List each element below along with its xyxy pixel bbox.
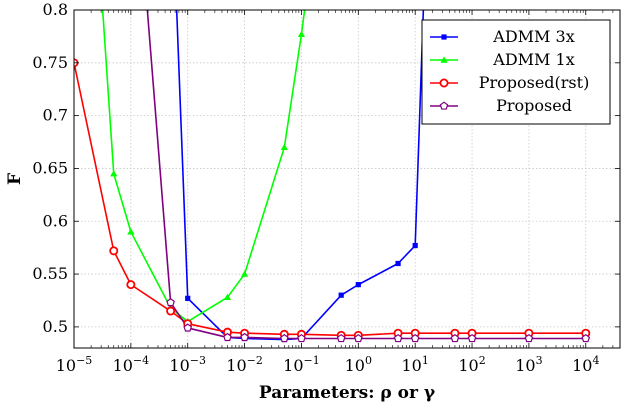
pentagon-marker xyxy=(393,333,403,343)
legend: ADMM 3x ADMM 1x Proposed(rst) Proposed xyxy=(421,19,611,125)
pentagon-marker xyxy=(353,333,363,343)
triangle-marker xyxy=(110,170,118,177)
y-tick-label: 0.6 xyxy=(43,211,68,230)
y-tick-label: 0.7 xyxy=(43,106,68,125)
legend-label: ADMM 3x xyxy=(492,27,574,46)
triangle-marker xyxy=(440,56,448,63)
pentagon-marker xyxy=(524,333,534,343)
triangle-marker xyxy=(240,270,249,277)
pentagon-marker xyxy=(240,332,249,342)
pentagon-marker xyxy=(166,298,175,307)
pentagon-marker xyxy=(450,333,460,343)
legend-label: ADMM 1x xyxy=(492,50,574,69)
legend-label: Proposed(rst) xyxy=(479,73,590,92)
y-tick-label: 0.55 xyxy=(32,264,68,283)
pentagon-marker xyxy=(410,333,420,343)
square-marker xyxy=(355,282,361,288)
pentagon-marker xyxy=(581,333,591,343)
pentagon-marker xyxy=(439,101,449,110)
y-tick-labels: 0.5 0.55 0.6 0.65 0.7 0.75 0.8 xyxy=(32,0,68,336)
ticks xyxy=(73,9,621,348)
x-axis-title: Parameters: ρ or γ xyxy=(259,383,436,403)
x-tick-label: 10−1 xyxy=(283,354,320,375)
pentagon-marker xyxy=(280,333,289,343)
square-marker xyxy=(441,34,447,40)
circle-marker xyxy=(109,246,119,256)
x-tick-label: 102 xyxy=(458,354,485,375)
pentagon-marker xyxy=(467,333,477,343)
x-tick-label: 10−2 xyxy=(226,354,263,375)
triangle-marker xyxy=(280,143,288,151)
x-tick-label: 100 xyxy=(345,354,372,375)
y-tick-label: 0.65 xyxy=(32,158,68,177)
series-line xyxy=(101,10,306,323)
x-tick-label: 104 xyxy=(572,354,599,375)
x-tick-label: 10−3 xyxy=(169,354,206,375)
triangle-marker xyxy=(127,228,135,235)
square-marker xyxy=(395,260,401,267)
pentagon-marker xyxy=(223,332,232,342)
pentagon-marker xyxy=(336,333,346,343)
pentagon-marker xyxy=(183,323,193,332)
x-tick-label: 103 xyxy=(515,354,542,375)
x-tick-label: 101 xyxy=(401,354,428,375)
triangle-marker xyxy=(297,30,306,37)
legend-label: Proposed xyxy=(496,96,572,115)
pentagon-marker xyxy=(297,333,306,343)
y-tick-label: 0.5 xyxy=(43,317,68,336)
y-tick-label: 0.8 xyxy=(43,0,68,19)
circle-marker xyxy=(439,78,449,88)
circle-marker xyxy=(166,306,176,316)
square-marker xyxy=(185,295,191,301)
y-tick-label: 0.75 xyxy=(32,53,68,72)
triangle-marker xyxy=(223,293,232,300)
y-axis-title: F xyxy=(5,173,25,185)
x-tick-labels: 10−5 10−4 10−3 10−2 10−1 100 101 102 103 104 xyxy=(56,354,600,375)
x-tick-label: 10−4 xyxy=(113,354,150,375)
square-marker xyxy=(412,242,418,249)
x-tick-label: 10−5 xyxy=(56,354,93,375)
circle-marker xyxy=(126,280,136,290)
marker-layer xyxy=(74,30,591,343)
square-marker xyxy=(338,292,344,298)
plot-frame xyxy=(73,9,621,349)
